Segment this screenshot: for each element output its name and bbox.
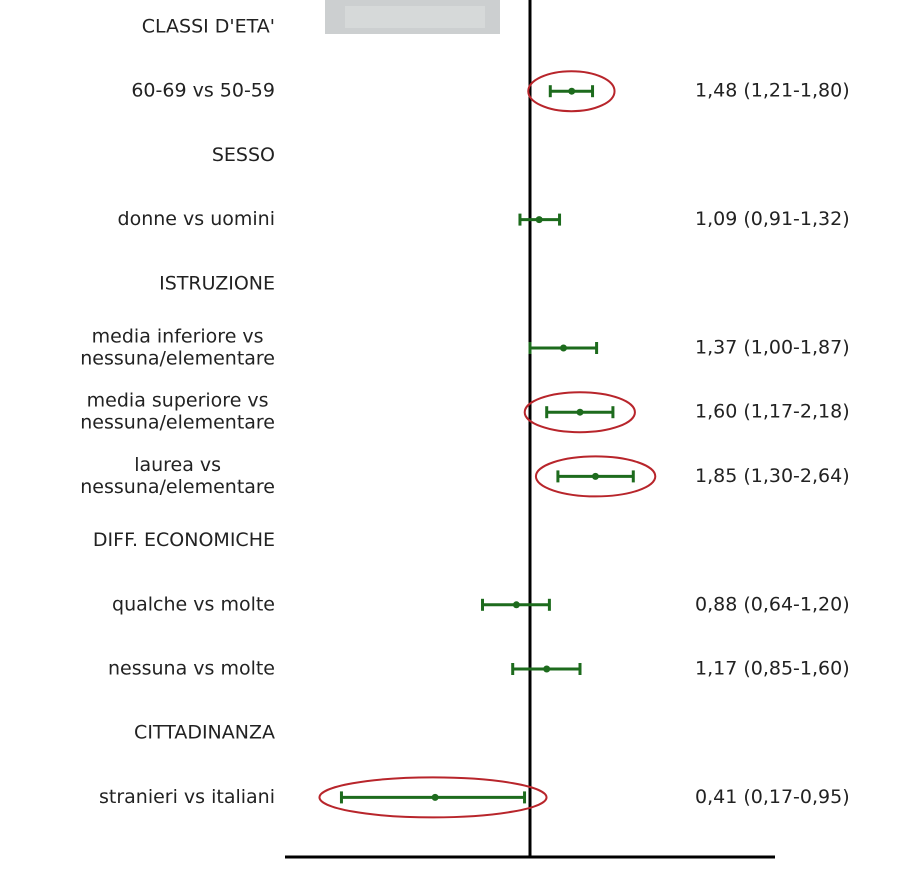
row-label: media superiore vs: [87, 390, 269, 412]
highlight-ellipse: [523, 391, 636, 434]
value-label: 1,60 (1,17-2,18): [695, 401, 850, 423]
point-estimate: [512, 601, 520, 609]
value-label: 0,41 (0,17-0,95): [695, 786, 850, 808]
value-label: 1,17 (0,85-1,60): [695, 658, 850, 680]
value-label: 1,85 (1,30-2,64): [695, 465, 850, 487]
row-label: CITTADINANZA: [134, 722, 275, 744]
value-label: 1,09 (0,91-1,32): [695, 208, 850, 230]
row-label: DIFF. ECONOMICHE: [93, 529, 275, 551]
point-estimate: [431, 793, 439, 801]
row-label: SESSO: [212, 144, 275, 166]
row-label: nessuna/elementare: [80, 348, 275, 370]
point-estimate: [543, 665, 551, 673]
row-label: media inferiore vs: [92, 326, 264, 348]
value-label: 1,48 (1,21-1,80): [695, 80, 850, 102]
point-estimate: [559, 344, 567, 352]
row-label: CLASSI D'ETA': [142, 16, 275, 38]
row-label: donne vs uomini: [118, 208, 275, 230]
value-label: 1,37 (1,00-1,87): [695, 337, 850, 359]
row-label: 60-69 vs 50-59: [131, 80, 275, 102]
point-estimate: [568, 87, 576, 95]
row-label: laurea vs: [134, 454, 221, 476]
row-label: nessuna vs molte: [108, 658, 275, 680]
row-label: stranieri vs italiani: [99, 786, 275, 808]
row-label: nessuna/elementare: [80, 476, 275, 498]
value-label: 0,88 (0,64-1,20): [695, 593, 850, 615]
point-estimate: [535, 216, 543, 224]
row-label: ISTRUZIONE: [159, 272, 275, 294]
highlight-ellipse: [534, 455, 657, 498]
point-estimate: [591, 472, 599, 480]
row-label: qualche vs molte: [112, 593, 275, 615]
row-label: nessuna/elementare: [80, 412, 275, 434]
highlight-ellipse: [527, 70, 616, 113]
highlight-ellipse: [318, 776, 548, 819]
header-image-detail: [345, 6, 485, 28]
point-estimate: [576, 408, 584, 416]
